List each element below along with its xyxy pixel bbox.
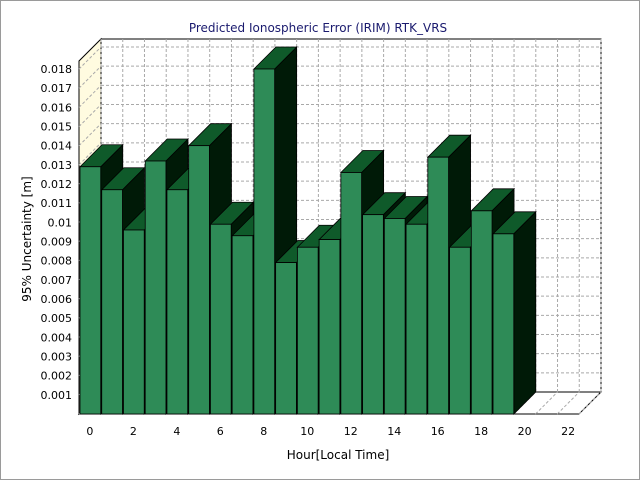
bar-front [296, 246, 319, 415]
bar-front [144, 160, 167, 415]
y-tick-label: 0.008 [41, 255, 73, 268]
grid-line-depth [78, 104, 102, 127]
x-tick-label: 22 [561, 425, 575, 438]
y-tick-label: 0.01 [48, 216, 73, 229]
bar-front [362, 214, 384, 415]
x-tick-label: 8 [260, 425, 267, 438]
y-tick-label: 0.004 [41, 331, 73, 344]
y-tick-label: 0.007 [41, 274, 73, 287]
y-tick-label: 0.002 [41, 370, 73, 383]
x-tick-label: 0 [86, 425, 93, 438]
grid-line-depth [78, 142, 102, 166]
bar-front [210, 223, 232, 415]
grid-line-floor [556, 391, 580, 415]
bar-front [383, 218, 406, 415]
y-tick-label: 0.006 [41, 293, 73, 306]
bar [492, 210, 537, 415]
bar-front [405, 223, 428, 415]
y-tick-label: 0.009 [41, 236, 73, 249]
x-tick-label: 10 [300, 425, 314, 438]
y-axis-label: 95% Uncertainty [m] [20, 176, 34, 301]
bar-front [427, 156, 449, 415]
x-tick-label: 12 [344, 425, 358, 438]
bar-front [449, 246, 471, 415]
y-tick-label: 0.015 [41, 121, 73, 134]
y-axis-ticks: 0.001 0.002 0.003 0.004 0.005 0.006 0.007 0.008… [41, 63, 73, 402]
y-tick-label: 0.003 [41, 351, 73, 364]
bar-front [231, 235, 254, 415]
y-tick-label: 0.005 [41, 312, 73, 325]
y-tick-label: 0.012 [41, 178, 73, 191]
grid-line-depth [78, 46, 102, 70]
y-tick-label: 0.011 [41, 197, 73, 210]
x-tick-label: 6 [217, 425, 224, 438]
x-axis-label: Hour[Local Time] [287, 448, 390, 462]
bar-front [253, 68, 276, 415]
x-axis-ticks: 0 2 4 6 8 10 12 14 16 18 20 22 [86, 425, 575, 438]
bar-front [492, 233, 515, 415]
y-tick-label: 0.014 [41, 140, 73, 153]
x-tick-label: 16 [431, 425, 445, 438]
grid-line-depth [78, 65, 102, 89]
grid-line-depth [78, 123, 102, 147]
bar-side [513, 210, 537, 415]
bar-front [318, 239, 341, 415]
x-tick-label: 20 [518, 425, 532, 438]
x-tick-label: 14 [387, 425, 401, 438]
y-tick-label: 0.017 [41, 82, 73, 95]
x-tick-label: 18 [474, 425, 488, 438]
chart-bars [79, 46, 537, 415]
bar-front [101, 189, 123, 415]
bar-front [79, 166, 102, 415]
bar-front [275, 262, 297, 415]
bar-front [123, 229, 145, 415]
bar-front [470, 210, 493, 415]
x-tick-label: 2 [130, 425, 137, 438]
y-tick-label: 0.013 [41, 159, 73, 172]
grid-line-floor [578, 391, 602, 415]
grid-line-depth [78, 84, 102, 108]
y-tick-label: 0.001 [41, 389, 73, 402]
bar-front [340, 172, 363, 415]
y-tick-label: 0.016 [41, 101, 73, 114]
x-tick-label: 4 [173, 425, 180, 438]
y-tick-label: 0.018 [41, 63, 73, 76]
grid-line-floor [535, 391, 558, 415]
bar-front [188, 145, 210, 415]
bar-front [166, 189, 189, 415]
chart-title: Predicted Ionospheric Error (IRIM) RTK_V… [189, 21, 447, 35]
